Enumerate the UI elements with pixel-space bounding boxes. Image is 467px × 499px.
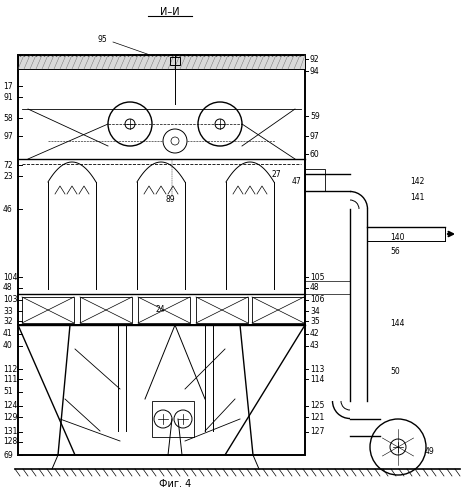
Text: 60: 60 — [310, 150, 320, 159]
Text: 58: 58 — [3, 113, 13, 122]
Text: 140: 140 — [390, 233, 404, 242]
Text: И–И: И–И — [160, 7, 180, 17]
Text: 69: 69 — [3, 451, 13, 460]
Text: 42: 42 — [310, 329, 319, 338]
Text: 121: 121 — [310, 413, 324, 422]
Text: 144: 144 — [390, 319, 404, 328]
Text: 105: 105 — [310, 272, 325, 281]
Text: 17: 17 — [3, 81, 13, 90]
Text: 59: 59 — [310, 111, 320, 120]
Text: 27: 27 — [272, 170, 282, 179]
Text: 49: 49 — [425, 447, 435, 456]
Text: 97: 97 — [310, 132, 320, 141]
Bar — [305, 169, 325, 191]
Text: 41: 41 — [3, 329, 13, 338]
Text: 35: 35 — [310, 316, 320, 325]
Text: 40: 40 — [3, 341, 13, 350]
Text: 23: 23 — [3, 172, 13, 181]
Text: 92: 92 — [310, 54, 319, 63]
Text: 47: 47 — [292, 177, 302, 186]
Bar — [18, 325, 305, 455]
Bar — [138, 297, 190, 323]
Text: 103: 103 — [3, 295, 17, 304]
Text: 50: 50 — [390, 366, 400, 376]
Text: 33: 33 — [3, 306, 13, 315]
Text: 72: 72 — [3, 161, 13, 170]
Text: 104: 104 — [3, 272, 17, 281]
Text: 128: 128 — [3, 438, 17, 447]
Bar — [252, 297, 304, 323]
Text: 34: 34 — [310, 306, 320, 315]
Text: 89: 89 — [165, 195, 175, 204]
Bar — [152, 401, 194, 437]
Text: 114: 114 — [310, 375, 325, 384]
Bar — [170, 57, 180, 65]
Bar — [80, 297, 132, 323]
Text: 125: 125 — [310, 402, 325, 411]
Text: 129: 129 — [3, 413, 17, 422]
Text: 24: 24 — [155, 304, 165, 313]
Text: 51: 51 — [3, 388, 13, 397]
Text: 56: 56 — [390, 247, 400, 255]
Text: 106: 106 — [310, 295, 325, 304]
Text: 32: 32 — [3, 316, 13, 325]
Text: 94: 94 — [310, 66, 320, 75]
Text: 111: 111 — [3, 375, 17, 384]
Text: 95: 95 — [97, 34, 107, 43]
Text: 124: 124 — [3, 402, 17, 411]
Bar — [18, 55, 305, 69]
Text: 91: 91 — [3, 92, 13, 101]
Text: 97: 97 — [3, 132, 13, 141]
Text: 142: 142 — [410, 177, 425, 186]
Bar — [196, 297, 248, 323]
Bar — [22, 297, 74, 323]
Bar — [18, 55, 305, 325]
Text: 127: 127 — [310, 428, 325, 437]
Text: 48: 48 — [310, 283, 319, 292]
Text: 141: 141 — [410, 193, 425, 202]
Text: 48: 48 — [3, 283, 13, 292]
Text: 46: 46 — [3, 205, 13, 214]
Text: Фиг. 4: Фиг. 4 — [159, 479, 191, 489]
Text: 43: 43 — [310, 341, 320, 350]
Text: 131: 131 — [3, 428, 17, 437]
Text: 113: 113 — [310, 364, 325, 373]
Text: 112: 112 — [3, 364, 17, 373]
